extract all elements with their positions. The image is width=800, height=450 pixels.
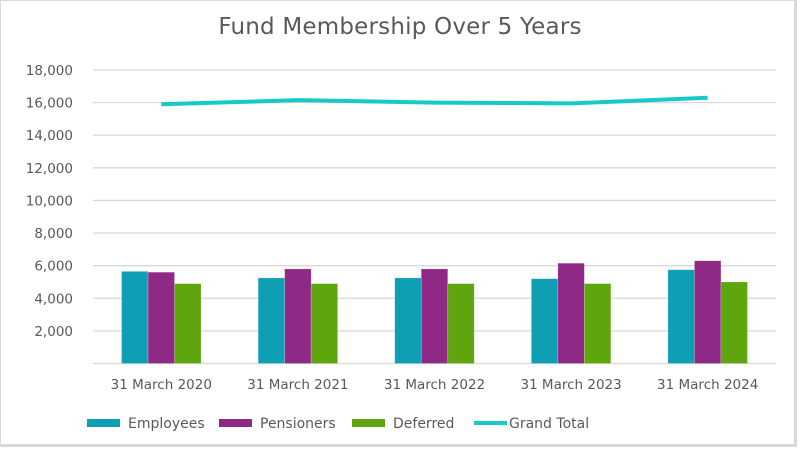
x-tick-label: 31 March 2022 <box>384 377 485 393</box>
y-tick-label: 16,000 <box>26 96 73 112</box>
x-tick-label: 31 March 2023 <box>520 377 621 393</box>
bar-pensioners <box>694 260 722 364</box>
legend-swatch <box>352 419 385 427</box>
y-tick-label: 18,000 <box>26 63 73 79</box>
x-tick-label: 31 March 2021 <box>247 377 348 393</box>
y-tick-label: 10,000 <box>26 193 73 209</box>
x-tick-label: 31 March 2020 <box>111 377 212 393</box>
bar-series <box>121 260 748 364</box>
x-tick-label: 31 March 2024 <box>657 377 758 393</box>
bar-deferred <box>310 283 338 364</box>
bar-employees <box>531 278 559 364</box>
y-tick-label: 12,000 <box>26 161 73 177</box>
legend-item-pensioners: Pensioners <box>219 416 336 432</box>
legend-item-grand-total: Grand Total <box>474 416 589 432</box>
legend-swatch <box>219 419 252 427</box>
bar-employees <box>394 277 422 364</box>
bar-deferred <box>584 283 612 364</box>
chart-title: Fund Membership Over 5 Years <box>218 14 582 40</box>
legend-label: Deferred <box>393 416 454 432</box>
legend-item-employees: Employees <box>87 416 205 432</box>
legend-label: Pensioners <box>260 416 336 432</box>
bar-deferred <box>174 283 202 364</box>
y-tick-label: 2,000 <box>34 324 73 340</box>
legend-label: Employees <box>128 416 205 432</box>
y-tick-label: 8,000 <box>34 226 73 242</box>
y-tick-label: 6,000 <box>34 259 73 275</box>
bar-deferred <box>447 283 475 364</box>
bar-employees <box>121 271 149 364</box>
legend: Employees Pensioners Deferred Grand Total <box>87 416 589 432</box>
line-grand-total <box>161 95 708 107</box>
y-tick-label: 14,000 <box>26 128 73 144</box>
bar-pensioners <box>557 262 585 364</box>
legend-item-deferred: Deferred <box>352 416 454 432</box>
y-axis: 2,000 4,000 6,000 8,000 10,000 12,000 14,000 16… <box>26 63 73 340</box>
x-axis: 31 March 2020 31 March 2021 31 March 2022 3… <box>111 377 759 393</box>
bar-pensioners <box>284 268 312 364</box>
bar-employees <box>257 277 285 364</box>
legend-label: Grand Total <box>509 416 589 432</box>
bar-employees <box>667 269 695 364</box>
legend-swatch <box>87 419 120 427</box>
line-series <box>161 95 708 107</box>
bar-deferred <box>720 281 748 364</box>
bar-pensioners <box>147 271 175 364</box>
bar-pensioners <box>420 268 449 364</box>
y-tick-label: 4,000 <box>34 291 73 307</box>
